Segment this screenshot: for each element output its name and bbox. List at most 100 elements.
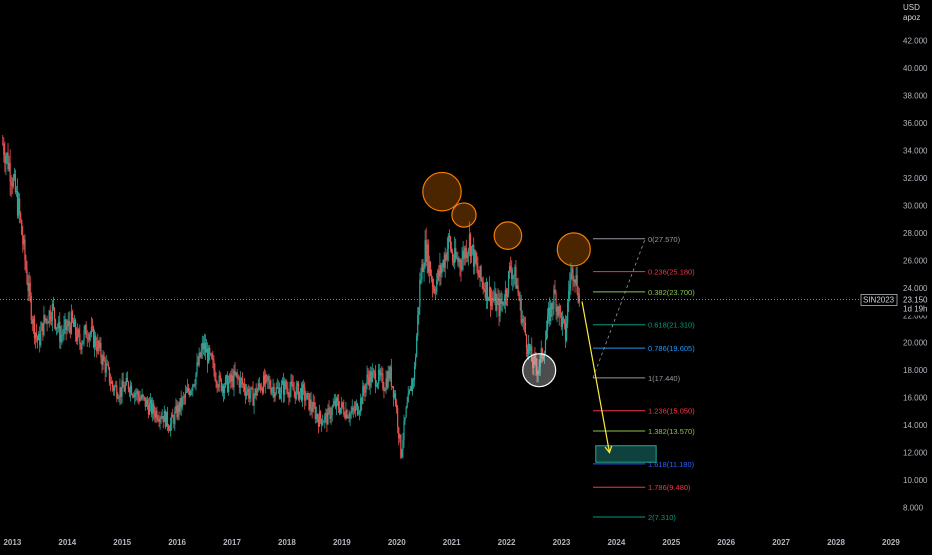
- target-zone: [595, 445, 657, 463]
- candle-body: [523, 321, 525, 323]
- candle-body: [155, 410, 157, 418]
- candle-body: [51, 303, 53, 321]
- candle-body: [204, 343, 207, 353]
- candle-body: [384, 389, 386, 391]
- candle-body: [4, 154, 6, 164]
- fibonacci-extension-tool[interactable]: 0(27.570) 0.236(25.180) 0.382(23.700) 0.618…: [592, 235, 695, 522]
- candle-body: [428, 261, 430, 273]
- candle-body: [458, 259, 460, 262]
- candle-body: [539, 355, 541, 367]
- candle-body: [445, 254, 447, 261]
- candle-body: [341, 402, 343, 408]
- candle-body: [418, 306, 420, 316]
- y-tick-label: 30.000: [903, 201, 928, 210]
- candle-body: [413, 366, 416, 380]
- candle-body: [441, 267, 443, 274]
- candle-body: [201, 342, 203, 351]
- candle-body: [394, 393, 397, 405]
- candle-body: [142, 394, 144, 397]
- candle-body: [35, 332, 38, 337]
- candle-body: [67, 320, 69, 327]
- candle-body: [274, 393, 276, 398]
- candle-body: [14, 174, 17, 192]
- candle-body: [559, 305, 561, 313]
- candle-body: [43, 314, 45, 336]
- candle-body: [405, 407, 407, 418]
- candle-body: [258, 383, 260, 386]
- pattern-highlights[interactable]: [422, 171, 591, 388]
- candle-body: [424, 240, 426, 268]
- candle-body: [290, 381, 292, 390]
- candle-body: [342, 402, 344, 407]
- candle-body: [179, 397, 181, 412]
- candle-body: [230, 374, 232, 382]
- candle-body: [338, 408, 341, 414]
- candle-body: [181, 397, 183, 408]
- candle-body: [278, 387, 280, 399]
- x-tick-label: 2028: [827, 538, 845, 547]
- candle-body: [299, 388, 302, 392]
- candle-body: [548, 307, 550, 316]
- candle-body: [209, 347, 211, 355]
- candle-body: [386, 378, 388, 388]
- candle-body: [354, 405, 357, 412]
- price-axis[interactable]: USD apoz 8.000 10.000 12.000 14.000 16.000 18…: [903, 3, 928, 513]
- candle-body: [158, 419, 160, 422]
- candle-body: [33, 318, 36, 339]
- candle-body: [289, 389, 291, 398]
- candle-body: [402, 440, 404, 451]
- candle-body: [403, 420, 405, 441]
- candle-body: [370, 371, 372, 382]
- candle-body: [116, 385, 118, 398]
- candle-body: [173, 417, 175, 425]
- candle-body: [49, 310, 51, 321]
- candle-body: [560, 312, 562, 327]
- candle-body: [71, 311, 74, 321]
- candle-body: [246, 391, 248, 396]
- candle-body: [75, 320, 77, 336]
- candle-body: [65, 319, 67, 331]
- candle-body: [397, 407, 399, 428]
- candle-body: [470, 246, 473, 257]
- candle-body: [210, 353, 212, 355]
- candle-body: [121, 380, 123, 397]
- candle-body: [45, 318, 47, 321]
- candle-body: [69, 325, 71, 334]
- candle-body: [29, 282, 31, 296]
- candle-body: [330, 414, 332, 419]
- candle-body: [439, 264, 441, 277]
- candle-body: [157, 419, 159, 421]
- candle-body: [185, 391, 188, 393]
- time-axis[interactable]: 2013 2014 2015 2016 2017 2018 2019 2020 2021 2022…: [3, 538, 900, 547]
- candle-body: [495, 292, 497, 311]
- candle-body: [408, 390, 410, 394]
- candle-body: [279, 393, 282, 399]
- projection-arrow[interactable]: [581, 301, 613, 454]
- candle-body: [479, 266, 481, 278]
- candle-body: [530, 346, 532, 351]
- y-tick-label: 8.000: [903, 504, 924, 513]
- candle-body: [189, 391, 191, 395]
- fib-level-label: 1.618(11.180): [648, 460, 695, 469]
- candle-body: [544, 340, 547, 354]
- candle-body: [175, 405, 177, 412]
- candle-body: [176, 405, 178, 418]
- candle-body: [529, 343, 531, 351]
- candle-body: [272, 387, 274, 390]
- candle-body: [551, 303, 553, 310]
- candle-body: [99, 342, 101, 348]
- candle-body: [87, 337, 89, 340]
- candle-body: [211, 353, 213, 359]
- candle-body: [482, 281, 484, 289]
- candle-body: [110, 381, 113, 384]
- candle-body: [545, 330, 548, 341]
- candle-body: [573, 279, 575, 282]
- candle-body: [516, 285, 518, 289]
- candle-body: [85, 325, 87, 338]
- candle-body: [187, 387, 190, 392]
- candle-body: [82, 340, 84, 345]
- fib-level-label: 2(7.310): [648, 513, 676, 522]
- candle-body: [248, 388, 250, 399]
